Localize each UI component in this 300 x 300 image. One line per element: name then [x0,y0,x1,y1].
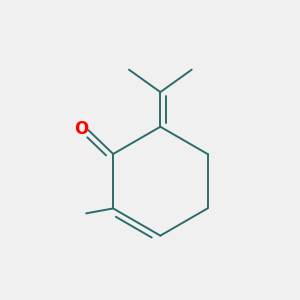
Text: O: O [74,120,88,138]
